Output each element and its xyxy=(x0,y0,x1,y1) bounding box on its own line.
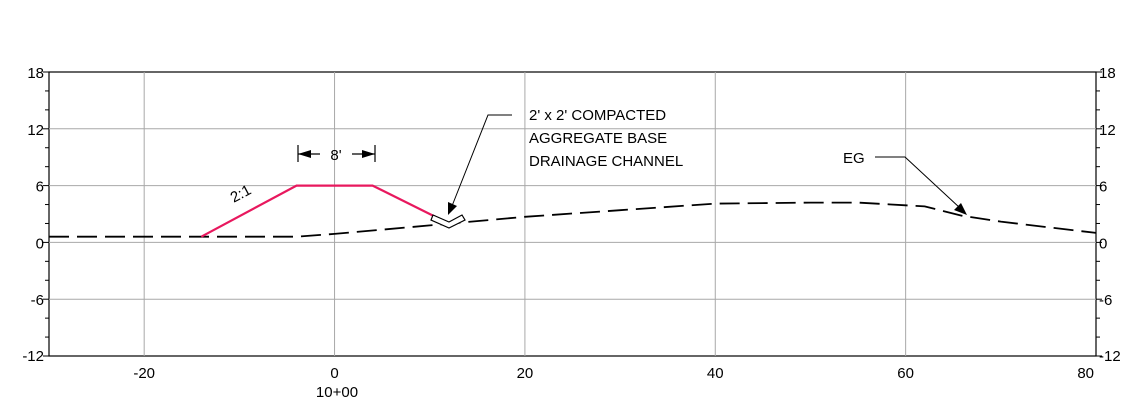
x-tick-label: 40 xyxy=(707,365,724,382)
eg-callout xyxy=(875,156,967,215)
dim-arrow-right xyxy=(362,150,375,158)
channel-note-line-3: DRAINAGE CHANNEL xyxy=(529,153,683,170)
design-section-line xyxy=(200,184,450,238)
dim-arrow-left xyxy=(298,150,311,158)
profile-lines xyxy=(49,184,1097,238)
width-dimension-label: 8' xyxy=(330,147,341,164)
channel-leader-line xyxy=(451,114,512,207)
y-tick-label-right: 0 xyxy=(1099,235,1107,252)
vertical-grid xyxy=(143,72,907,356)
y-tick-label-right: 6 xyxy=(1099,179,1107,196)
horizontal-grid xyxy=(49,128,1096,300)
y-tick-label-right: 18 xyxy=(1099,65,1116,82)
x-tick-labels: -20 0 20 40 60 80 xyxy=(133,365,1094,382)
y-tick-label-right: -6 xyxy=(1099,292,1112,309)
y-tick-label-left: 6 xyxy=(36,179,44,196)
channel-note-line-1: 2' x 2' COMPACTED xyxy=(529,107,666,124)
eg-label: EG xyxy=(843,150,865,167)
station-label: 10+00 xyxy=(316,384,358,401)
y-tick-label-left: -12 xyxy=(22,348,44,365)
y-tick-label-left: 12 xyxy=(27,122,44,139)
eg-leader-line xyxy=(875,156,961,209)
y-tick-label-left: 0 xyxy=(36,235,44,252)
y-tick-label-left: -6 xyxy=(31,292,44,309)
x-tick-label: 60 xyxy=(897,365,914,382)
x-tick-label: 80 xyxy=(1077,365,1094,382)
plot-frame xyxy=(48,71,1097,357)
drainage-channel-symbol xyxy=(430,214,466,229)
existing-ground-line xyxy=(49,201,1097,238)
y-tick-label-left: 18 xyxy=(27,65,44,82)
x-tick-label: -20 xyxy=(133,365,155,382)
eg-leader-arrow xyxy=(954,203,967,215)
y-tick-labels-right: 18 12 6 0 -6 -12 xyxy=(1099,65,1121,365)
y-tick-labels-left: 18 12 6 0 -6 -12 xyxy=(22,65,44,365)
drainage-channel-callout xyxy=(430,114,512,229)
x-tick-label: 0 xyxy=(330,365,338,382)
channel-leader-arrow xyxy=(448,202,457,215)
y-tick-label-right: 12 xyxy=(1099,122,1116,139)
width-dimension xyxy=(297,145,376,162)
y-tick-label-right: -12 xyxy=(1099,348,1121,365)
x-tick-label: 20 xyxy=(517,365,534,382)
channel-note-line-2: AGGREGATE BASE xyxy=(529,130,667,147)
minor-ticks xyxy=(43,71,1102,357)
